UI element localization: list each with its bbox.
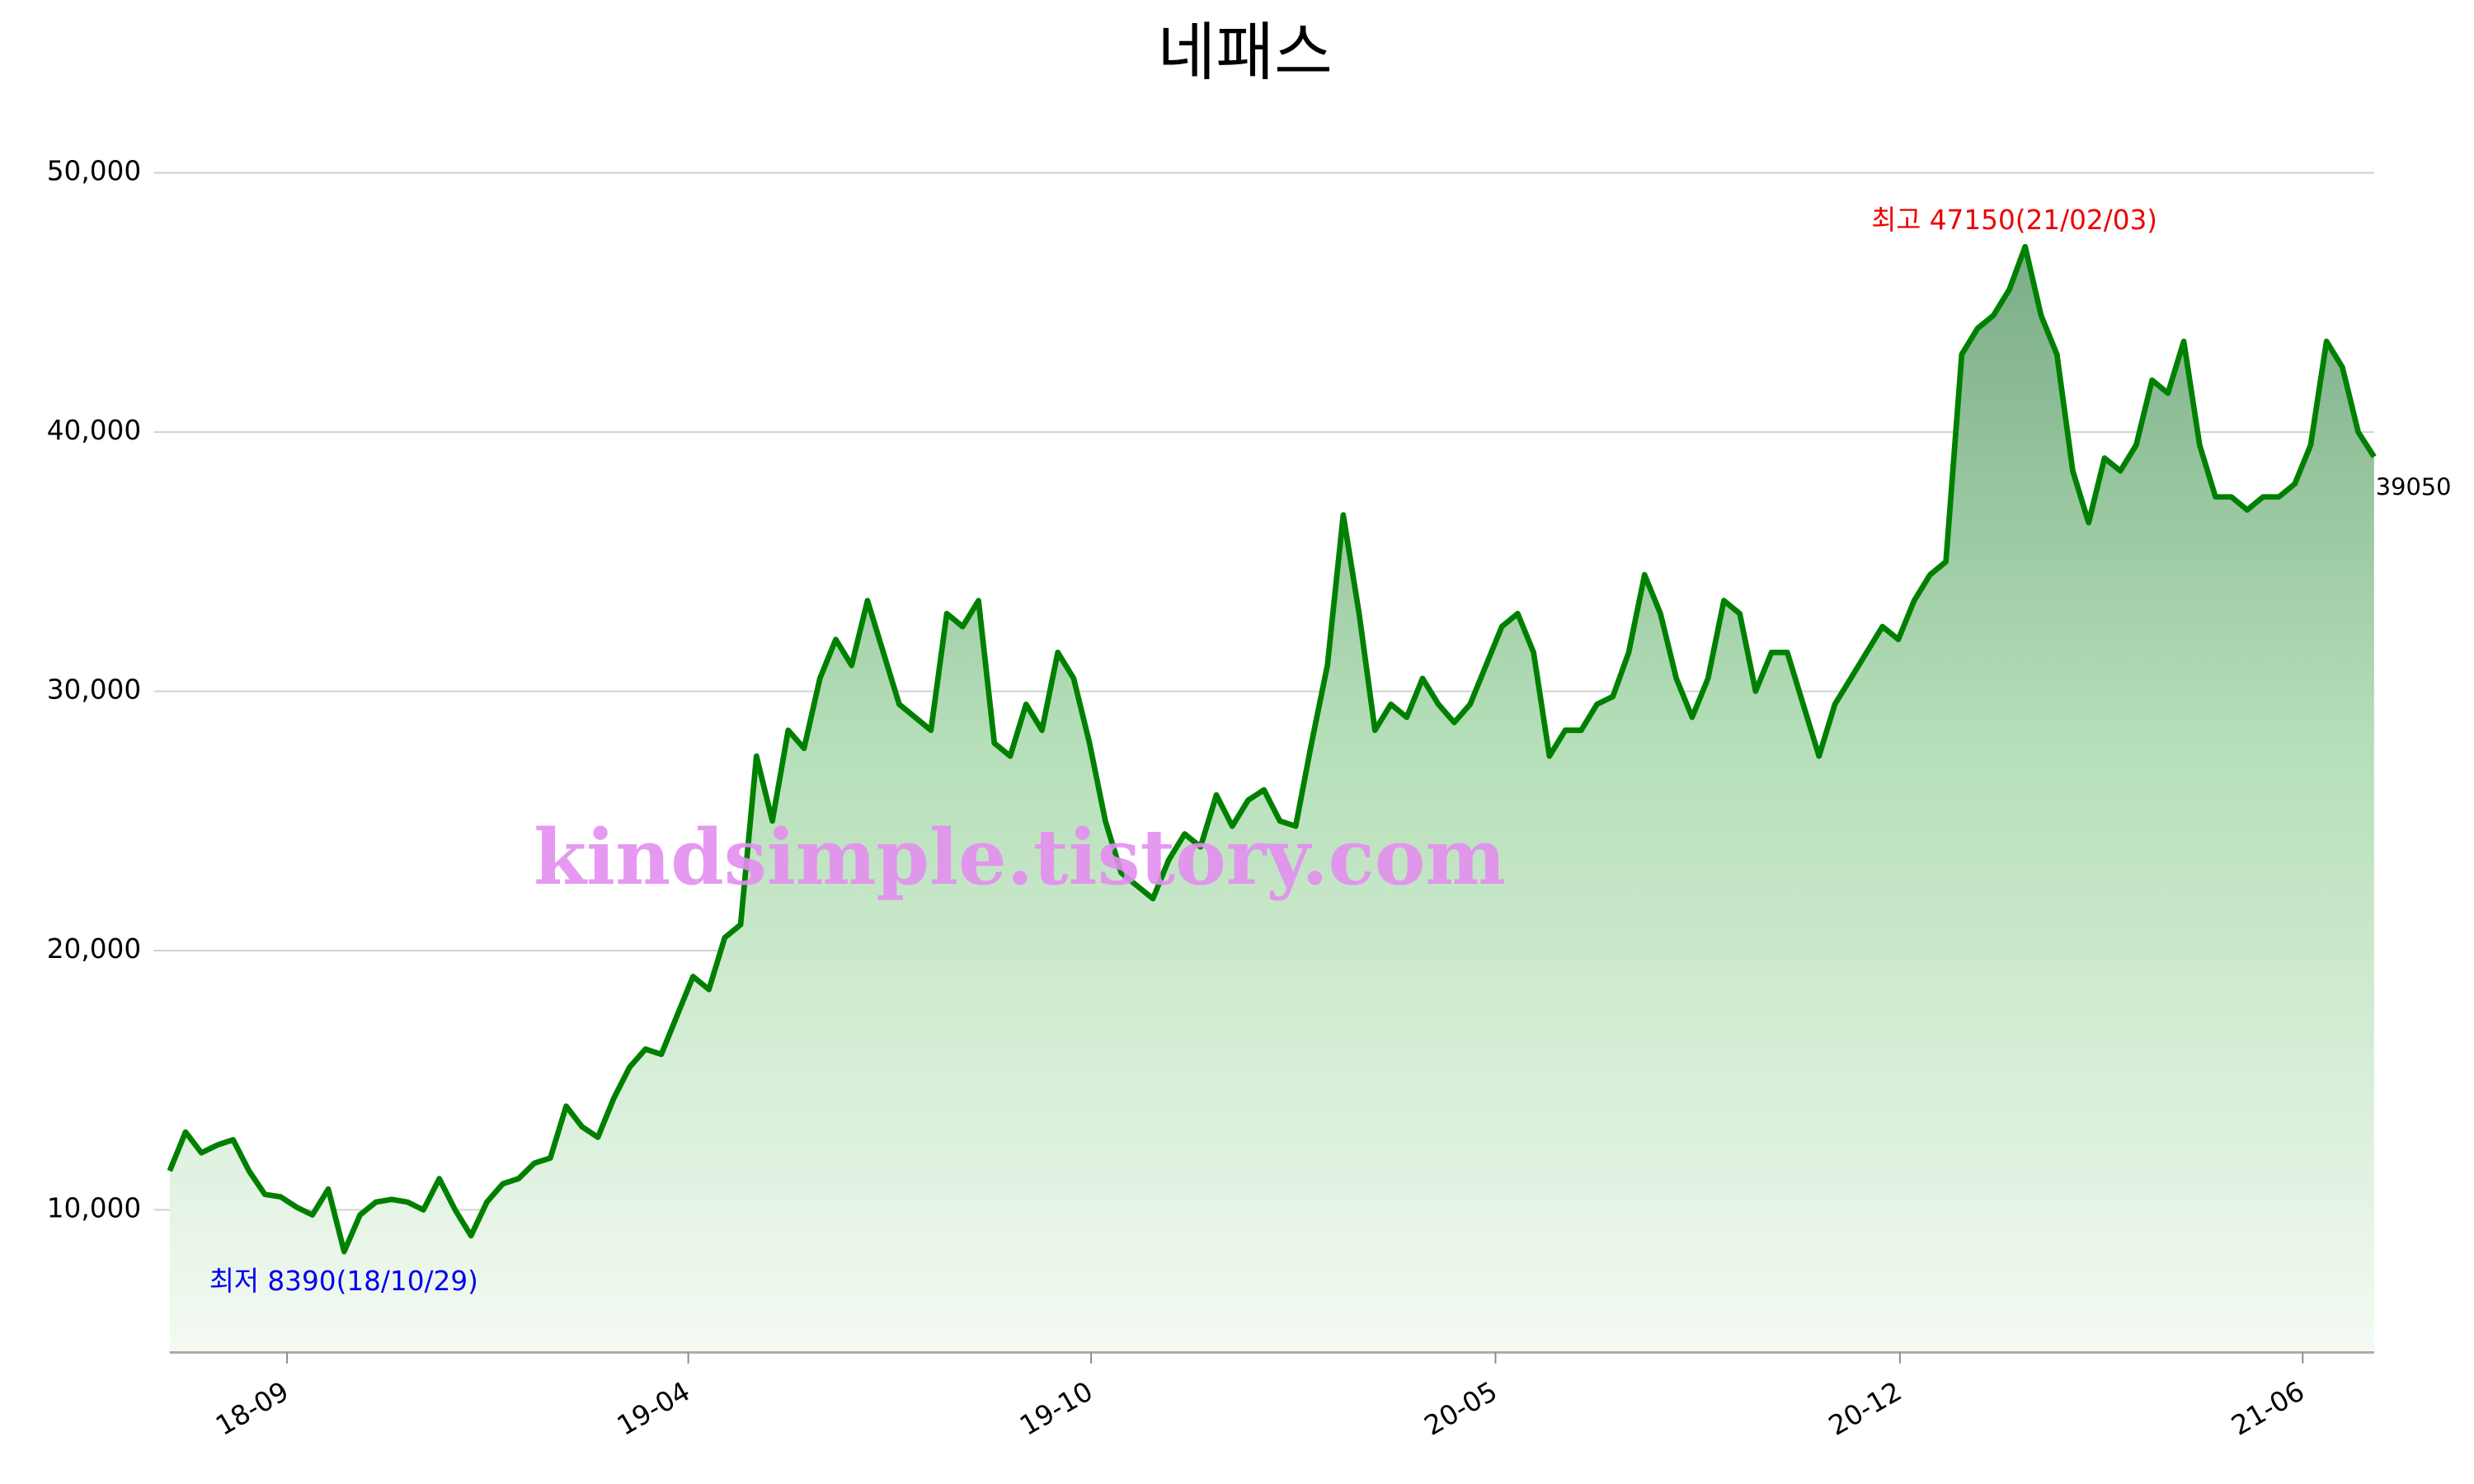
y-tick-label: 30,000 bbox=[47, 674, 141, 706]
x-tick-label: 19-10 bbox=[1014, 1375, 1098, 1441]
low-annotation: 최저 8390(18/10/29) bbox=[209, 1266, 478, 1297]
plot: 39050 최저 8390(18/10/29) 최고 47150(21/02/03) bbox=[167, 204, 2452, 1353]
x-tick-label: 20-12 bbox=[1823, 1375, 1907, 1441]
line bbox=[167, 243, 2377, 1255]
x-tick-label: 20-05 bbox=[1419, 1375, 1503, 1441]
x-tick-label: 21-06 bbox=[2227, 1375, 2310, 1441]
y-tick-label: 50,000 bbox=[47, 156, 141, 187]
high-annotation: 최고 47150(21/02/03) bbox=[1871, 204, 2157, 236]
x-tick-label: 18-09 bbox=[210, 1375, 294, 1441]
watermark: kindsimple.tistory.com bbox=[534, 812, 1506, 902]
chart-title: 네패스 bbox=[1157, 16, 1332, 90]
y-tick-label: 20,000 bbox=[47, 933, 141, 965]
x-tick-label: 19-04 bbox=[612, 1375, 695, 1441]
area bbox=[169, 247, 2374, 1353]
y-tick-label: 10,000 bbox=[47, 1192, 141, 1223]
last-value-label: 39050 bbox=[2376, 472, 2452, 500]
y-tick-label: 40,000 bbox=[47, 415, 141, 446]
